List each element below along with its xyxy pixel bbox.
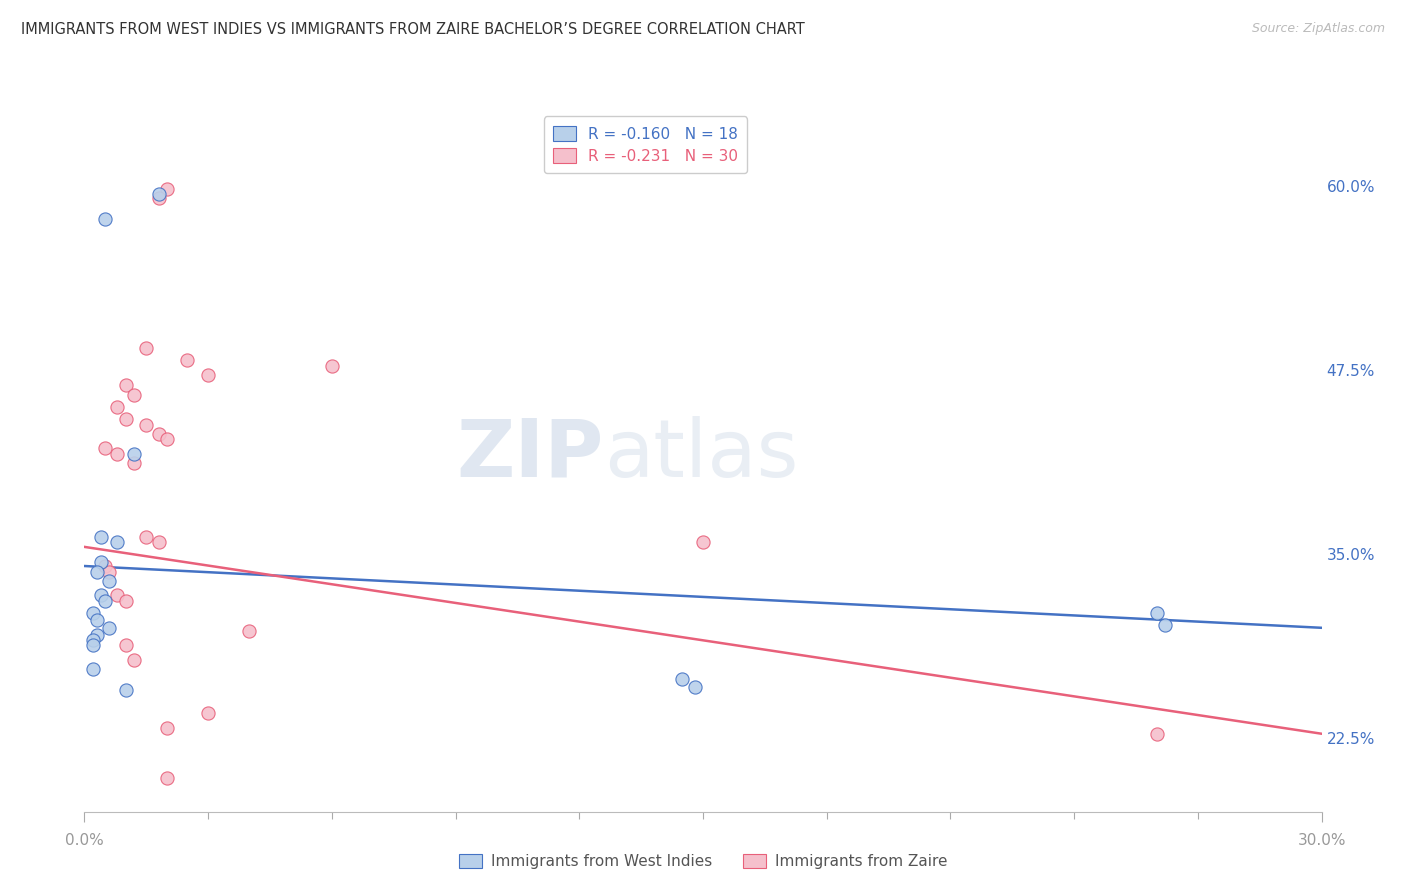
Point xyxy=(105,400,128,414)
Point xyxy=(94,442,117,456)
Point xyxy=(156,721,179,735)
Point xyxy=(321,359,343,373)
Point xyxy=(683,680,706,694)
Point xyxy=(90,589,112,603)
Point xyxy=(82,662,104,676)
Point xyxy=(98,565,121,579)
Point xyxy=(105,535,128,549)
Point xyxy=(86,565,108,579)
Point xyxy=(114,594,136,608)
Point xyxy=(90,555,112,569)
Point xyxy=(156,433,179,447)
Point xyxy=(98,574,121,588)
Point xyxy=(94,594,117,608)
Point xyxy=(197,706,219,720)
Point xyxy=(90,530,112,544)
Point xyxy=(197,368,219,382)
Point xyxy=(122,653,145,667)
Legend: R = -0.160   N = 18, R = -0.231   N = 30: R = -0.160 N = 18, R = -0.231 N = 30 xyxy=(544,117,747,173)
Point xyxy=(105,589,128,603)
Point xyxy=(148,186,170,201)
Point xyxy=(176,353,198,368)
Point xyxy=(692,535,714,549)
Point xyxy=(86,614,108,628)
Point xyxy=(82,639,104,653)
Text: ZIP: ZIP xyxy=(457,416,605,494)
Point xyxy=(135,341,157,355)
Point xyxy=(135,417,157,432)
Text: IMMIGRANTS FROM WEST INDIES VS IMMIGRANTS FROM ZAIRE BACHELOR’S DEGREE CORRELATI: IMMIGRANTS FROM WEST INDIES VS IMMIGRANT… xyxy=(21,22,804,37)
Point xyxy=(1154,618,1177,632)
Point xyxy=(148,535,170,549)
Point xyxy=(114,639,136,653)
Point xyxy=(671,673,693,687)
Point xyxy=(105,447,128,461)
Point xyxy=(135,530,157,544)
Point xyxy=(1146,727,1168,741)
Point xyxy=(122,388,145,402)
Point xyxy=(148,426,170,441)
Point xyxy=(94,559,117,574)
Point xyxy=(1146,606,1168,620)
Point xyxy=(82,606,104,620)
Point xyxy=(122,447,145,461)
Legend: Immigrants from West Indies, Immigrants from Zaire: Immigrants from West Indies, Immigrants … xyxy=(453,848,953,875)
Point xyxy=(114,378,136,392)
Point xyxy=(82,632,104,647)
Point xyxy=(122,456,145,470)
Point xyxy=(148,191,170,205)
Text: Source: ZipAtlas.com: Source: ZipAtlas.com xyxy=(1251,22,1385,36)
Point xyxy=(238,624,260,638)
Point xyxy=(156,182,179,196)
Text: atlas: atlas xyxy=(605,416,799,494)
Point xyxy=(94,211,117,226)
Point xyxy=(86,628,108,642)
Point xyxy=(114,412,136,426)
Point xyxy=(98,621,121,635)
Point xyxy=(114,682,136,697)
Point xyxy=(156,771,179,785)
